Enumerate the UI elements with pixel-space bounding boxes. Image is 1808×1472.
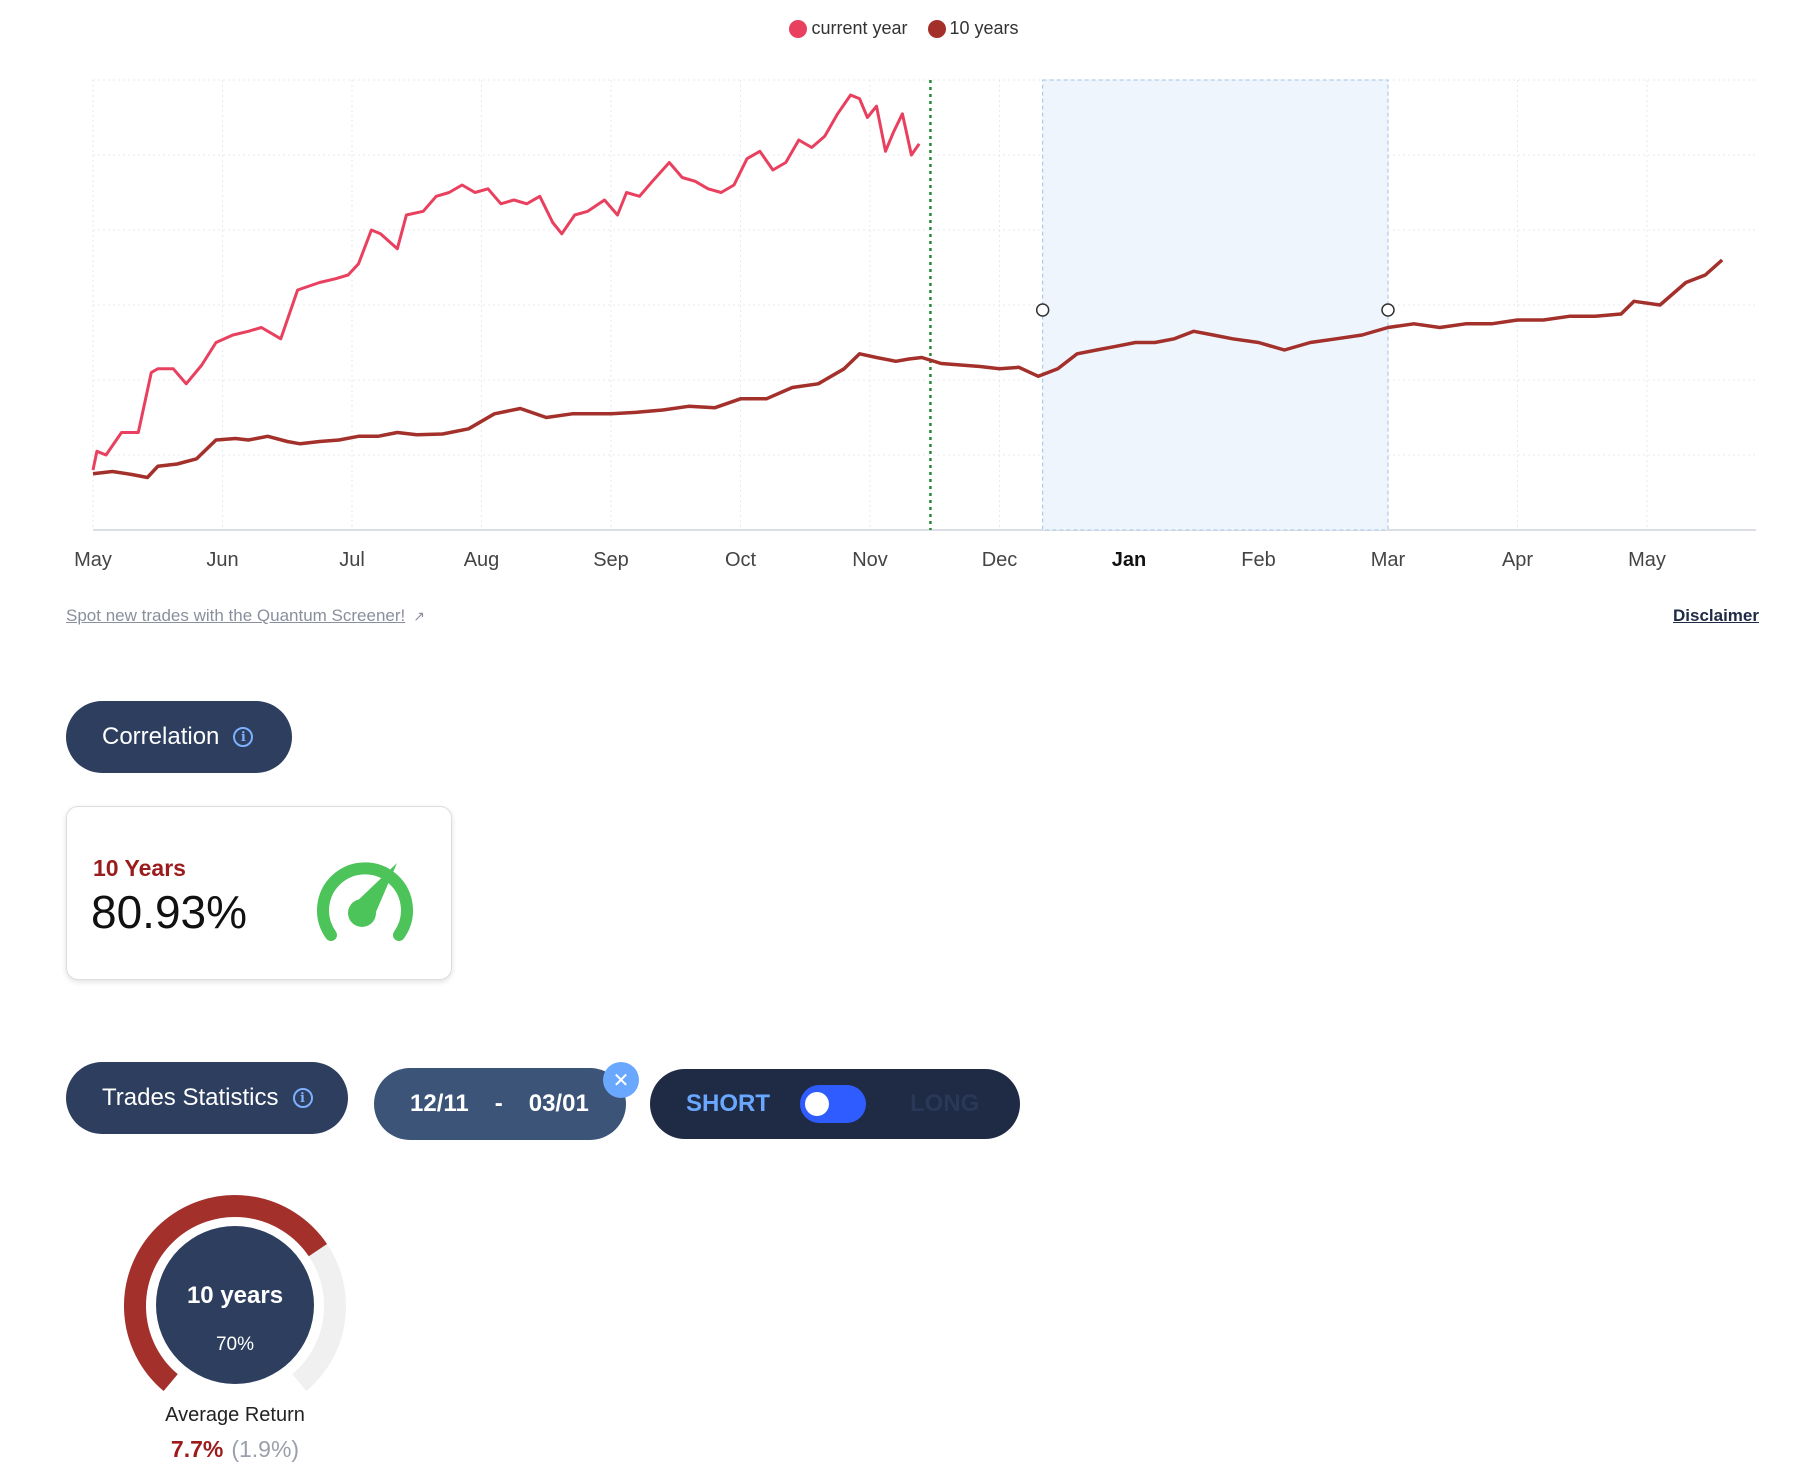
external-link-icon: ↗ (413, 608, 425, 624)
x-tick-label: Aug (464, 549, 500, 571)
info-icon[interactable]: i (233, 727, 254, 747)
ring-title: 10 years (186, 1282, 284, 1309)
x-tick-label: Apr (1502, 549, 1533, 571)
average-return: 7.7% (1.9%) (120, 1436, 350, 1463)
correlation-button[interactable]: Correlation i (66, 701, 292, 773)
selection-range (1042, 79, 1389, 531)
date-range-pill[interactable]: 12/11 - 03/01 (374, 1068, 626, 1140)
info-icon[interactable]: i (292, 1088, 313, 1108)
legend-label-10-years: 10 years (949, 18, 1019, 38)
ring-fill (124, 1195, 328, 1392)
selection-handle-end (1381, 303, 1395, 317)
seasonality-chart[interactable]: May Jun Jul Aug Sep Oct Nov Dec Jan Feb Mar Apr May (0, 0, 1808, 590)
date-separator: - (494, 1090, 503, 1117)
chart-legend: current year 10 years (0, 18, 1808, 39)
average-return-value: 7.7% (170, 1436, 224, 1462)
legend-item-current-year[interactable]: current year (789, 18, 908, 39)
legend-label-current-year: current year (811, 18, 908, 38)
chart-footer-links: Spot new trades with the Quantum Screene… (66, 606, 1759, 630)
correlation-card: 10 Years 80.93% (66, 806, 452, 980)
x-tick-label: Feb (1241, 549, 1275, 571)
correlation-button-label: Correlation (102, 723, 220, 750)
selection-handle-start (1035, 303, 1050, 317)
screener-link-text: Spot new trades with the Quantum Screene… (66, 606, 406, 625)
correlation-value: 80.93% (91, 886, 248, 938)
x-tick-label: Jan (1112, 549, 1146, 571)
legend-dot-10-years (927, 19, 946, 38)
series-line-current-year (91, 93, 921, 471)
speedometer-icon (317, 862, 413, 941)
average-return-sub: (1.9%) (231, 1436, 300, 1462)
average-return-label: Average Return (165, 1404, 305, 1426)
ring-center: 10 years 70% (156, 1226, 314, 1384)
x-tick-label: Dec (982, 549, 1018, 571)
x-tick-label: Jun (206, 549, 238, 571)
trades-statistics-button[interactable]: Trades Statistics i (66, 1062, 348, 1134)
long-label[interactable]: LONG (910, 1090, 980, 1117)
x-tick-label: May (1628, 549, 1666, 571)
correlation-period: 10 Years (93, 855, 186, 881)
x-tick-label: Mar (1371, 549, 1406, 571)
toggle-switch[interactable] (800, 1085, 866, 1123)
screener-link[interactable]: Spot new trades with the Quantum Screene… (66, 606, 425, 626)
short-long-toggle[interactable]: SHORT LONG (650, 1069, 1020, 1139)
x-tick-label: May (74, 549, 112, 571)
close-icon[interactable]: ✕ (603, 1062, 639, 1098)
ring-percent: 70% (215, 1334, 255, 1355)
date-to: 03/01 (528, 1090, 589, 1117)
toggle-knob (805, 1092, 829, 1116)
x-tick-label: Nov (852, 549, 888, 571)
legend-dot-current-year (789, 19, 808, 38)
series-line-10-years (92, 258, 1724, 480)
x-tick-label: Sep (593, 549, 629, 571)
short-label[interactable]: SHORT (686, 1090, 770, 1117)
x-tick-label: Jul (339, 549, 365, 571)
date-from: 12/11 (410, 1090, 469, 1117)
legend-item-10-years[interactable]: 10 years (927, 18, 1019, 39)
x-tick-label: Oct (725, 549, 757, 571)
disclaimer-link[interactable]: Disclaimer (1673, 606, 1759, 625)
win-rate-ring (124, 1195, 346, 1392)
trades-statistics-label: Trades Statistics (102, 1084, 279, 1111)
